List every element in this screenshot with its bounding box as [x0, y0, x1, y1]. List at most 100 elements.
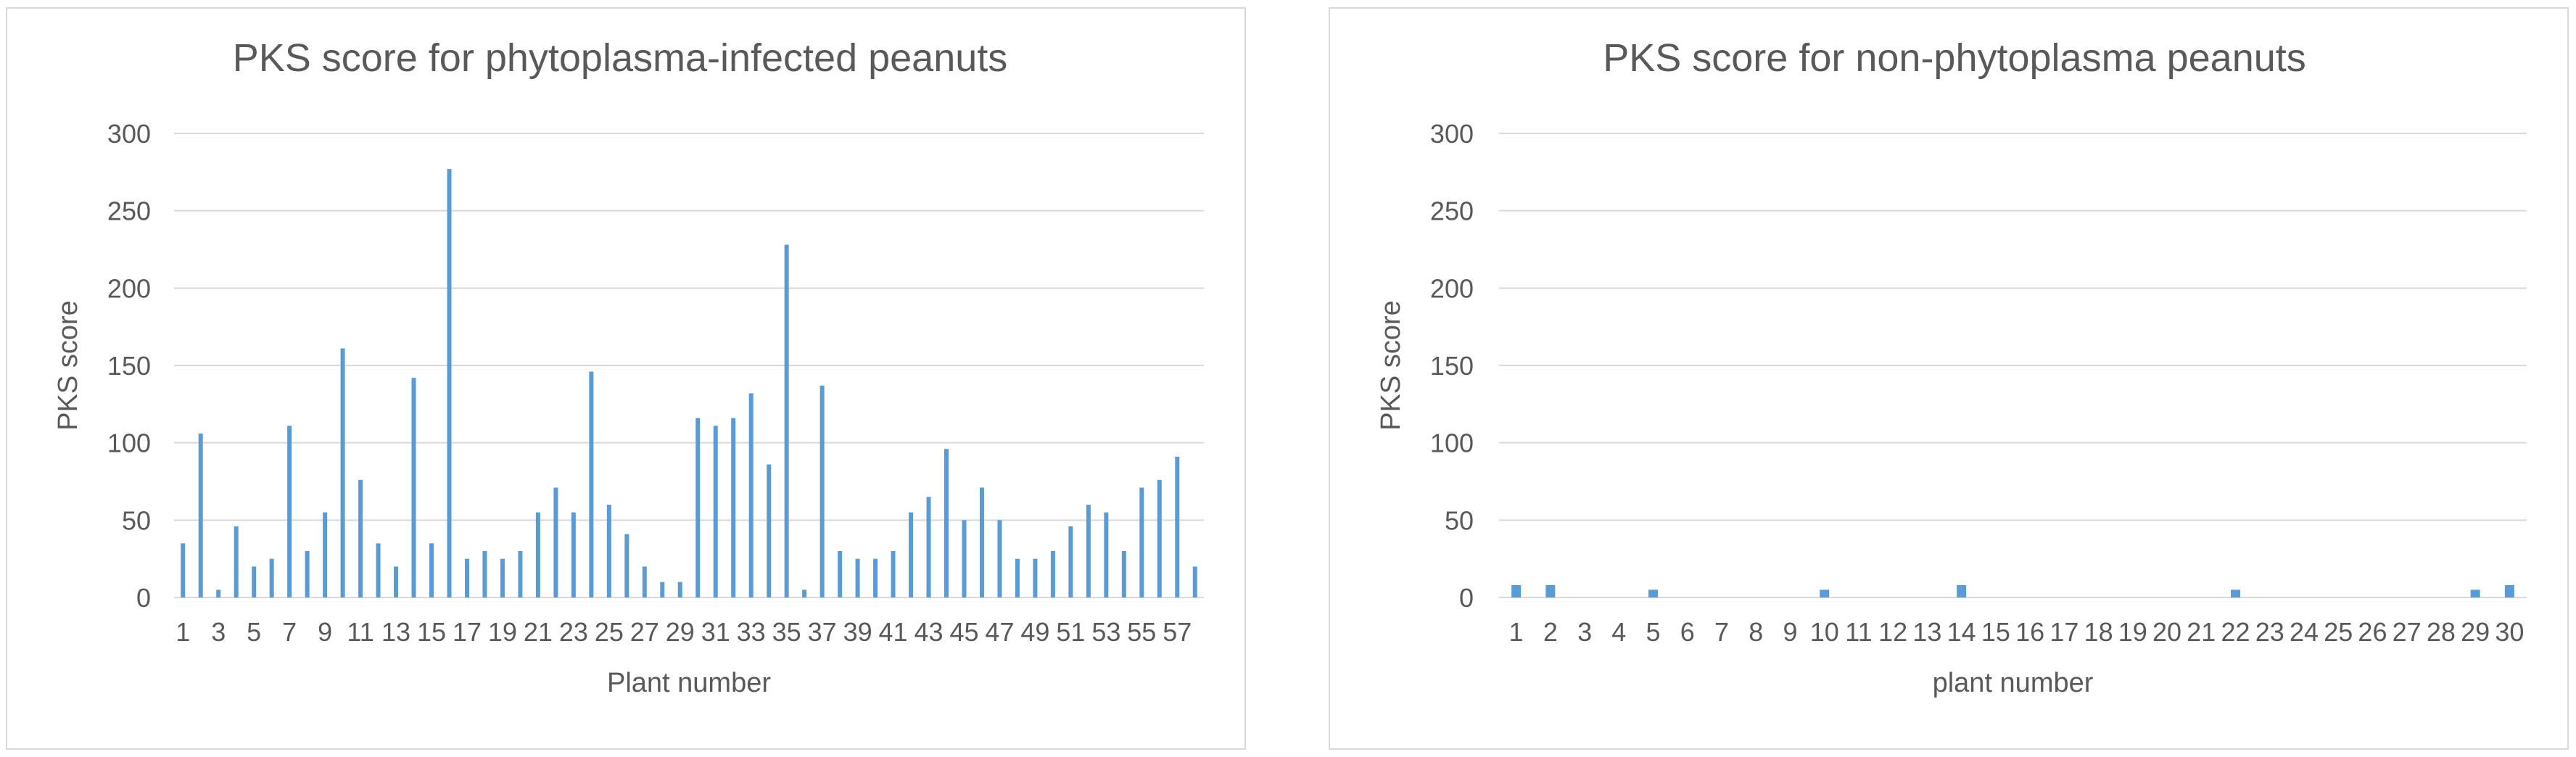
bar-29: [2470, 590, 2480, 597]
x-tick-label: 17: [2049, 617, 2078, 647]
bar-1: [1511, 584, 1522, 597]
bar-23: [571, 512, 576, 597]
bar-2: [1545, 584, 1556, 597]
x-tick-label: 57: [1163, 617, 1192, 647]
x-tick-label: 10: [1810, 617, 1839, 647]
x-tick-label: 13: [381, 617, 410, 647]
chart-title: PKS score for non-phytoplasma peanuts: [1603, 36, 2306, 80]
x-tick-label: 29: [666, 617, 695, 647]
x-tick-label: 55: [1127, 617, 1156, 647]
bar-20: [518, 551, 523, 597]
x-tick-label: 45: [949, 617, 978, 647]
bar-48: [1015, 558, 1020, 597]
bar-35: [784, 244, 789, 597]
bar-8: [305, 551, 310, 597]
bar-34: [767, 464, 772, 597]
x-tick-label: 29: [2461, 617, 2490, 647]
bar-37: [820, 385, 825, 597]
bar-1: [181, 543, 186, 597]
bar-41: [891, 551, 896, 597]
x-tick-label: 39: [843, 617, 872, 647]
bar-33: [748, 393, 754, 597]
bar-28: [660, 582, 665, 597]
y-tick-label: 150: [107, 351, 151, 381]
y-tick-label: 0: [136, 583, 151, 613]
x-tick-label: 25: [595, 617, 624, 647]
bar-55: [1139, 487, 1144, 597]
x-tick-label: 16: [2015, 617, 2044, 647]
bar-43: [926, 497, 931, 597]
x-tick-label: 27: [2393, 617, 2422, 647]
y-tick-label: 200: [1430, 273, 1474, 303]
x-tick-label: 49: [1020, 617, 1049, 647]
x-tick-label: 4: [1611, 617, 1626, 647]
x-tick-label: 47: [985, 617, 1014, 647]
x-tick-label: 17: [453, 617, 482, 647]
bar-16: [447, 169, 452, 598]
x-tick-label: 6: [1680, 617, 1695, 647]
bar-17: [464, 558, 469, 597]
bar-46: [979, 487, 984, 597]
x-tick-label: 8: [1749, 617, 1763, 647]
bar-7: [287, 426, 292, 597]
chart-non-phytoplasma: PKS score for non-phytoplasma peanuts 0 50…: [1376, 36, 2527, 698]
bar-10: [340, 348, 345, 597]
bar-30: [2504, 584, 2514, 597]
x-tick-label: 23: [559, 617, 588, 647]
x-tick-label: 30: [2495, 617, 2524, 647]
y-tick-label: 300: [1430, 119, 1474, 149]
bar-13: [394, 566, 399, 597]
bar-38: [838, 551, 843, 597]
x-tick-label: 18: [2084, 617, 2113, 647]
bar-29: [677, 582, 682, 597]
x-tick-label: 11: [347, 617, 373, 647]
x-tick-label: 12: [1878, 617, 1907, 647]
bar-30: [695, 418, 701, 597]
x-tick-label: 1: [1509, 617, 1524, 647]
x-tick-label: 2: [1543, 617, 1558, 647]
bar-27: [642, 566, 647, 597]
chart-panel-infected: PKS score for phytoplasma-infected peanu…: [6, 7, 1246, 750]
bar-36: [802, 590, 807, 597]
x-tick-label: 5: [247, 617, 261, 647]
bar-2: [198, 433, 203, 597]
x-tick-label: 26: [2358, 617, 2387, 647]
bar-32: [731, 418, 736, 597]
y-tick-label: 0: [1459, 583, 1474, 613]
y-tick-label: 50: [122, 505, 151, 535]
bar-45: [962, 520, 967, 597]
bar-14: [1957, 584, 1967, 597]
bar-39: [855, 558, 860, 597]
x-tick-label: 35: [772, 617, 801, 647]
x-tick-label: 9: [318, 617, 332, 647]
bar-52: [1086, 505, 1091, 597]
x-tick-label: 13: [1912, 617, 1941, 647]
y-tick-label: 250: [107, 197, 151, 226]
bar-53: [1104, 512, 1109, 597]
x-tick-label: 24: [2290, 617, 2319, 647]
x-tick-label: 11: [1845, 617, 1872, 647]
bar-56: [1157, 479, 1162, 597]
bar-25: [606, 505, 611, 597]
x-tick-label: 15: [417, 617, 446, 647]
x-tick-label: 51: [1056, 617, 1085, 647]
x-tick-label: 3: [1577, 617, 1592, 647]
x-tick-label: 14: [1947, 617, 1976, 647]
bar-26: [624, 534, 629, 597]
x-tick-label: 37: [808, 617, 837, 647]
bar-22: [553, 487, 558, 597]
x-tick-label: 23: [2255, 617, 2284, 647]
x-tick-label: 1: [176, 617, 190, 647]
bar-10: [1820, 590, 1830, 597]
x-tick-label: 15: [1981, 617, 2010, 647]
chart-title: PKS score for phytoplasma-infected peanu…: [233, 36, 1008, 80]
bar-24: [589, 371, 594, 597]
x-tick-label: 53: [1091, 617, 1120, 647]
x-tick-label: 19: [2118, 617, 2147, 647]
bar-50: [1050, 551, 1055, 597]
bar-5: [1648, 590, 1659, 597]
chart-infected: PKS score for phytoplasma-infected peanu…: [53, 36, 1204, 698]
y-tick-label: 100: [1430, 429, 1474, 458]
y-tick-label: 100: [107, 429, 151, 458]
x-tick-label: 3: [211, 617, 226, 647]
